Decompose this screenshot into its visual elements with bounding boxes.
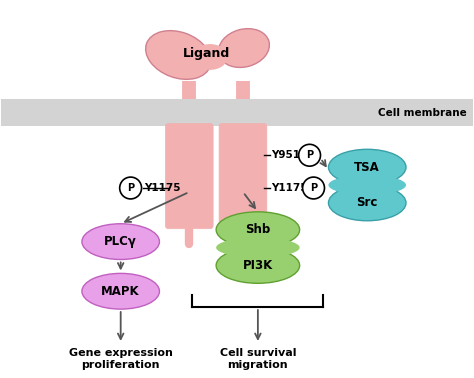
Text: MAPK: MAPK: [101, 285, 140, 298]
Ellipse shape: [216, 212, 300, 248]
Ellipse shape: [82, 224, 159, 259]
Circle shape: [120, 177, 142, 199]
Text: Src: Src: [356, 197, 378, 209]
Text: Shb: Shb: [245, 223, 271, 236]
Text: PI3K: PI3K: [243, 259, 273, 272]
Text: proliferation: proliferation: [82, 360, 160, 370]
Ellipse shape: [146, 31, 211, 79]
FancyBboxPatch shape: [165, 124, 213, 229]
Text: Y1175: Y1175: [145, 183, 181, 193]
Bar: [1, 99, 473, 127]
Text: Cell membrane: Cell membrane: [378, 108, 466, 118]
Text: PLCγ: PLCγ: [104, 235, 137, 248]
Circle shape: [299, 144, 320, 166]
FancyBboxPatch shape: [219, 124, 267, 229]
Text: P: P: [310, 183, 317, 193]
Ellipse shape: [219, 29, 269, 67]
Ellipse shape: [82, 273, 159, 309]
Text: Gene expression: Gene expression: [69, 348, 173, 358]
Text: Y951: Y951: [271, 150, 300, 160]
Text: P: P: [306, 150, 313, 160]
Text: TSA: TSA: [355, 161, 380, 174]
Text: Ligand: Ligand: [182, 46, 230, 59]
Text: P: P: [127, 183, 134, 193]
Ellipse shape: [328, 185, 406, 221]
Ellipse shape: [328, 149, 406, 185]
Ellipse shape: [216, 238, 300, 257]
Ellipse shape: [216, 248, 300, 283]
Circle shape: [302, 177, 325, 199]
Ellipse shape: [193, 44, 228, 70]
Text: Cell survival: Cell survival: [219, 348, 296, 358]
Ellipse shape: [328, 175, 406, 195]
Text: Y1175: Y1175: [271, 183, 307, 193]
Text: migration: migration: [228, 360, 288, 370]
